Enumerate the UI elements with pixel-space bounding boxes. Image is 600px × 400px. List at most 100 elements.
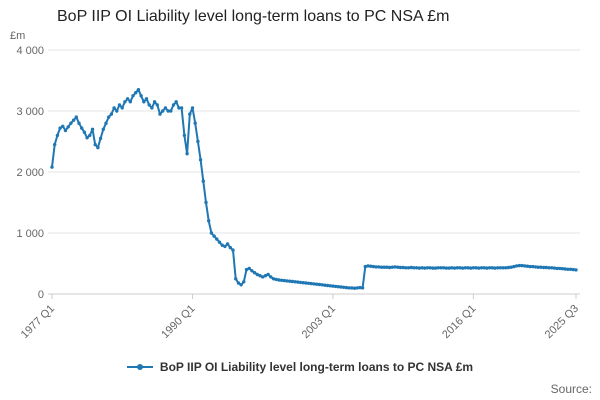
series-point-marker bbox=[360, 286, 365, 290]
series-point-marker bbox=[493, 266, 497, 270]
series-point-marker bbox=[504, 266, 508, 270]
series-point-marker bbox=[125, 97, 130, 101]
series-point-marker bbox=[212, 234, 216, 238]
series-point-marker bbox=[563, 267, 567, 271]
series-point-marker bbox=[196, 139, 200, 144]
series-point-marker bbox=[58, 126, 62, 130]
series-point-marker bbox=[331, 284, 335, 288]
series-point-marker bbox=[552, 266, 557, 270]
series-point-marker bbox=[104, 121, 108, 125]
series-point-marker bbox=[517, 263, 521, 268]
series-point-marker bbox=[152, 100, 157, 104]
series-point-marker bbox=[258, 274, 262, 278]
series-point-marker bbox=[263, 274, 268, 278]
series-point-marker bbox=[298, 280, 303, 285]
series-point-marker bbox=[201, 179, 205, 183]
series-point-marker bbox=[393, 265, 397, 269]
series-point-marker bbox=[366, 264, 370, 268]
series-point-marker bbox=[439, 266, 443, 270]
series-point-marker bbox=[412, 266, 416, 270]
series-point-marker bbox=[231, 248, 235, 252]
series-point-marker bbox=[252, 271, 257, 275]
series-point-marker bbox=[244, 267, 249, 272]
series-point-marker bbox=[396, 265, 400, 269]
series-point-marker bbox=[288, 279, 292, 283]
series-point-marker bbox=[266, 272, 270, 277]
series-point-marker bbox=[328, 284, 332, 288]
legend-item[interactable]: BoP IIP OI Liability level long-term loa… bbox=[0, 360, 600, 374]
series-point-marker bbox=[155, 103, 159, 107]
series-point-marker bbox=[185, 152, 189, 156]
series-point-marker bbox=[74, 115, 79, 119]
series-point-marker bbox=[342, 285, 346, 289]
series-point-marker bbox=[274, 277, 278, 282]
series-point-marker bbox=[469, 266, 473, 270]
series-point-marker bbox=[209, 231, 214, 235]
series-point-marker bbox=[566, 267, 570, 271]
series-point-marker bbox=[90, 127, 95, 131]
series-point-marker bbox=[304, 281, 308, 285]
series-point-marker bbox=[225, 242, 230, 246]
series-point-marker bbox=[339, 285, 343, 289]
series-point-marker bbox=[479, 266, 484, 270]
series-point-marker bbox=[285, 279, 289, 283]
series-point-marker bbox=[142, 100, 146, 104]
series-point-marker bbox=[352, 286, 357, 290]
series-point-marker bbox=[163, 106, 168, 110]
series-point-marker bbox=[69, 121, 73, 125]
series-point-marker bbox=[390, 265, 394, 269]
series-point-marker bbox=[371, 264, 376, 269]
series-point-marker bbox=[247, 266, 251, 271]
series-point-marker bbox=[82, 130, 87, 134]
series-point-marker bbox=[158, 112, 162, 116]
series-point-marker bbox=[136, 88, 141, 92]
series-point-marker bbox=[293, 280, 297, 284]
series-point-marker bbox=[53, 142, 57, 147]
y-axis-tick-label: 0 bbox=[38, 289, 44, 301]
series-point-marker bbox=[325, 283, 330, 288]
series-point-marker bbox=[269, 275, 273, 279]
series-point-marker bbox=[487, 266, 492, 270]
series-point-marker bbox=[536, 265, 540, 269]
series-point-marker bbox=[85, 136, 89, 140]
series-point-marker bbox=[217, 240, 222, 244]
series-point-marker bbox=[166, 109, 170, 113]
series-point-marker bbox=[179, 106, 184, 110]
series-point-marker bbox=[301, 281, 305, 285]
series-point-marker bbox=[66, 125, 70, 129]
series-point-marker bbox=[539, 265, 543, 269]
series-point-marker bbox=[50, 165, 54, 169]
series-point-marker bbox=[520, 263, 524, 268]
series-point-marker bbox=[441, 266, 446, 270]
series-point-marker bbox=[544, 265, 548, 270]
series-point-marker bbox=[347, 286, 351, 290]
series-point-marker bbox=[547, 266, 551, 270]
series-point-marker bbox=[450, 266, 454, 270]
series-point-marker bbox=[112, 106, 116, 110]
series-point-marker bbox=[558, 266, 562, 271]
x-axis-tick-label: 2016 Q1 bbox=[440, 303, 478, 341]
series-point-marker bbox=[147, 103, 151, 107]
series-point-marker bbox=[455, 266, 459, 270]
series-point-marker bbox=[452, 266, 457, 270]
series-point-marker bbox=[61, 124, 65, 128]
legend-dot bbox=[136, 364, 143, 370]
series-point-marker bbox=[401, 265, 405, 270]
series-point-marker bbox=[236, 281, 241, 285]
series-point-marker bbox=[458, 266, 462, 270]
series-point-marker bbox=[77, 121, 81, 125]
series-point-marker bbox=[134, 91, 138, 95]
series-point-marker bbox=[271, 277, 276, 281]
y-axis-tick-label: 1 000 bbox=[16, 228, 44, 240]
series-point-marker bbox=[131, 94, 135, 98]
x-axis-tick-label: 1977 Q1 bbox=[19, 303, 57, 341]
series-point-marker bbox=[466, 266, 470, 270]
series-point-marker bbox=[93, 142, 97, 147]
legend-line-marker-icon bbox=[126, 364, 153, 370]
series-point-marker bbox=[174, 100, 178, 104]
series-point-marker bbox=[363, 264, 367, 269]
series-point-marker bbox=[261, 275, 265, 279]
series-point-marker bbox=[309, 281, 313, 286]
series-point-marker bbox=[506, 265, 511, 270]
series-point-marker bbox=[374, 265, 378, 269]
